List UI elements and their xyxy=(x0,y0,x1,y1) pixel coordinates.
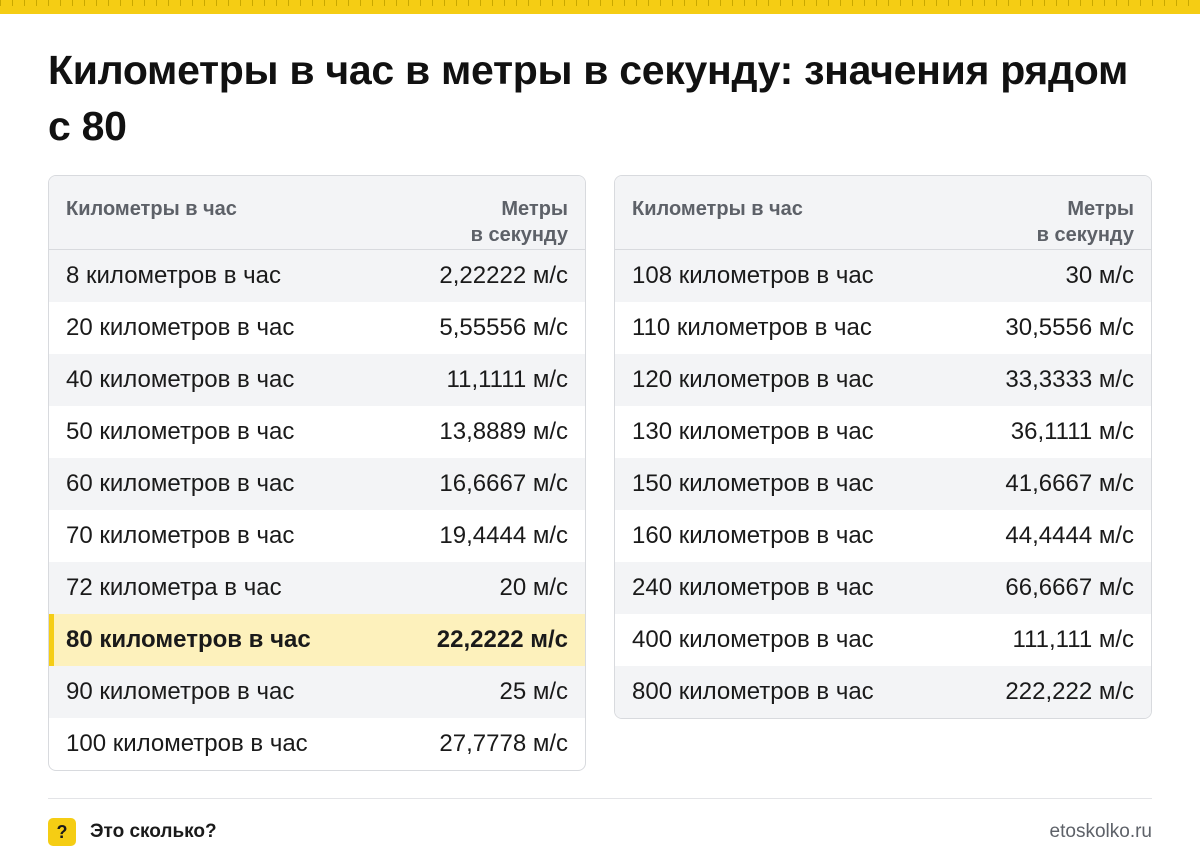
table-row: 40 километров в час 11,1111 м/с xyxy=(49,354,585,406)
row-kmh: 130 километров в час xyxy=(632,418,874,445)
row-ms: 36,1111 м/с xyxy=(1010,418,1134,445)
row-ms: 22,2222 м/с xyxy=(436,626,568,653)
row-kmh: 100 километров в час xyxy=(66,730,308,757)
brand-name: Это сколько? xyxy=(90,821,217,842)
row-ms: 20 м/с xyxy=(499,574,568,601)
header-ms-line1: Метры xyxy=(1067,198,1134,220)
row-ms: 5,55556 м/с xyxy=(439,314,568,341)
table-row: 400 километров в час 111,111 м/с xyxy=(615,614,1151,666)
table-row: 8 километров в час 2,22222 м/с xyxy=(49,250,585,302)
table-row: 72 километра в час 20 м/с xyxy=(49,562,585,614)
row-kmh: 800 километров в час xyxy=(632,678,874,705)
row-kmh: 150 километров в час xyxy=(632,470,874,497)
row-ms: 30 м/с xyxy=(1065,262,1134,289)
row-ms: 66,6667 м/с xyxy=(1005,574,1134,601)
site-link[interactable]: etoskolko.ru xyxy=(1049,821,1152,842)
row-ms: 13,8889 м/с xyxy=(439,418,568,445)
footer: ? Это сколько? etoskolko.ru xyxy=(48,817,1152,847)
row-ms: 25 м/с xyxy=(499,678,568,705)
table-row-highlighted: 80 километров в час 22,2222 м/с xyxy=(49,614,585,666)
header-ms-line2: в секунду xyxy=(470,224,568,246)
table-row: 160 километров в час 44,4444 м/с xyxy=(615,510,1151,562)
table-row: 50 километров в час 13,8889 м/с xyxy=(49,406,585,458)
row-kmh: 160 километров в час xyxy=(632,522,874,549)
ruler-strip xyxy=(0,0,1200,14)
row-kmh: 80 километров в час xyxy=(66,626,311,653)
row-kmh: 8 километров в час xyxy=(66,262,281,289)
footer-divider xyxy=(48,798,1152,799)
table-row: 60 километров в час 16,6667 м/с xyxy=(49,458,585,510)
row-kmh: 90 километров в час xyxy=(66,678,295,705)
row-kmh: 70 километров в час xyxy=(66,522,295,549)
conversion-table-left: Километры в час Метры в секунду 8 киломе… xyxy=(48,175,586,771)
table-body: 8 километров в час 2,22222 м/с 20 километ… xyxy=(49,250,585,770)
page-title: Километры в час в метры в секунду: значе… xyxy=(48,47,1128,149)
row-kmh: 120 километров в час xyxy=(632,366,874,393)
table-row: 240 километров в час 66,6667 м/с xyxy=(615,562,1151,614)
question-mark-icon: ? xyxy=(48,818,76,846)
row-kmh: 400 километров в час xyxy=(632,626,874,653)
table-row: 130 километров в час 36,1111 м/с xyxy=(615,406,1151,458)
row-kmh: 108 километров в час xyxy=(632,262,874,289)
row-ms: 30,5556 м/с xyxy=(1005,314,1134,341)
row-ms: 16,6667 м/с xyxy=(439,470,568,497)
header-ms: Метры в секунду xyxy=(974,196,1134,248)
row-ms: 41,6667 м/с xyxy=(1005,470,1134,497)
row-ms: 33,3333 м/с xyxy=(1005,366,1134,393)
row-kmh: 20 километров в час xyxy=(66,314,295,341)
table-row: 70 километров в час 19,4444 м/с xyxy=(49,510,585,562)
row-ms: 44,4444 м/с xyxy=(1005,522,1134,549)
brand-link[interactable]: ? Это сколько? xyxy=(48,818,217,846)
conversion-table-right: Километры в час Метры в секунду 108 кило… xyxy=(614,175,1152,719)
row-ms: 27,7778 м/с xyxy=(439,730,568,757)
table-row: 150 километров в час 41,6667 м/с xyxy=(615,458,1151,510)
table-header: Километры в час Метры в секунду xyxy=(49,176,585,250)
table-row: 108 километров в час 30 м/с xyxy=(615,250,1151,302)
row-ms: 2,22222 м/с xyxy=(439,262,568,289)
row-kmh: 110 километров в час xyxy=(632,314,872,341)
row-kmh: 40 километров в час xyxy=(66,366,295,393)
table-row: 800 километров в час 222,222 м/с xyxy=(615,666,1151,718)
row-kmh: 72 километра в час xyxy=(66,574,282,601)
row-ms: 222,222 м/с xyxy=(1005,678,1134,705)
header-kmh: Километры в час xyxy=(66,198,237,220)
row-ms: 111,111 м/с xyxy=(1012,626,1134,653)
table-row: 110 километров в час 30,5556 м/с xyxy=(615,302,1151,354)
row-kmh: 50 километров в час xyxy=(66,418,295,445)
row-kmh: 240 километров в час xyxy=(632,574,874,601)
header-ms-line2: в секунду xyxy=(1036,224,1134,246)
row-ms: 19,4444 м/с xyxy=(439,522,568,549)
table-row: 100 километров в час 27,7778 м/с xyxy=(49,718,585,770)
table-row: 20 километров в час 5,55556 м/с xyxy=(49,302,585,354)
row-kmh: 60 километров в час xyxy=(66,470,295,497)
table-row: 90 километров в час 25 м/с xyxy=(49,666,585,718)
header-ms: Метры в секунду xyxy=(408,196,568,248)
row-ms: 11,1111 м/с xyxy=(446,366,568,393)
header-kmh: Километры в час xyxy=(632,198,803,220)
table-row: 120 километров в час 33,3333 м/с xyxy=(615,354,1151,406)
table-body: 108 километров в час 30 м/с 110 километро… xyxy=(615,250,1151,718)
table-header: Километры в час Метры в секунду xyxy=(615,176,1151,250)
header-ms-line1: Метры xyxy=(501,198,568,220)
